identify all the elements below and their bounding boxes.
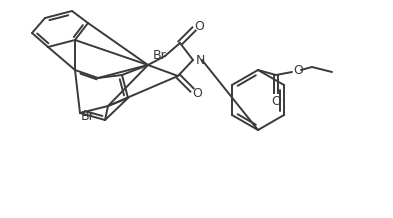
Text: N: N: [195, 53, 205, 66]
Text: O: O: [293, 63, 303, 77]
Text: Br: Br: [81, 109, 95, 123]
Text: O: O: [192, 87, 202, 99]
Text: O: O: [271, 94, 281, 107]
Text: O: O: [194, 19, 204, 32]
Text: Br: Br: [153, 48, 167, 61]
